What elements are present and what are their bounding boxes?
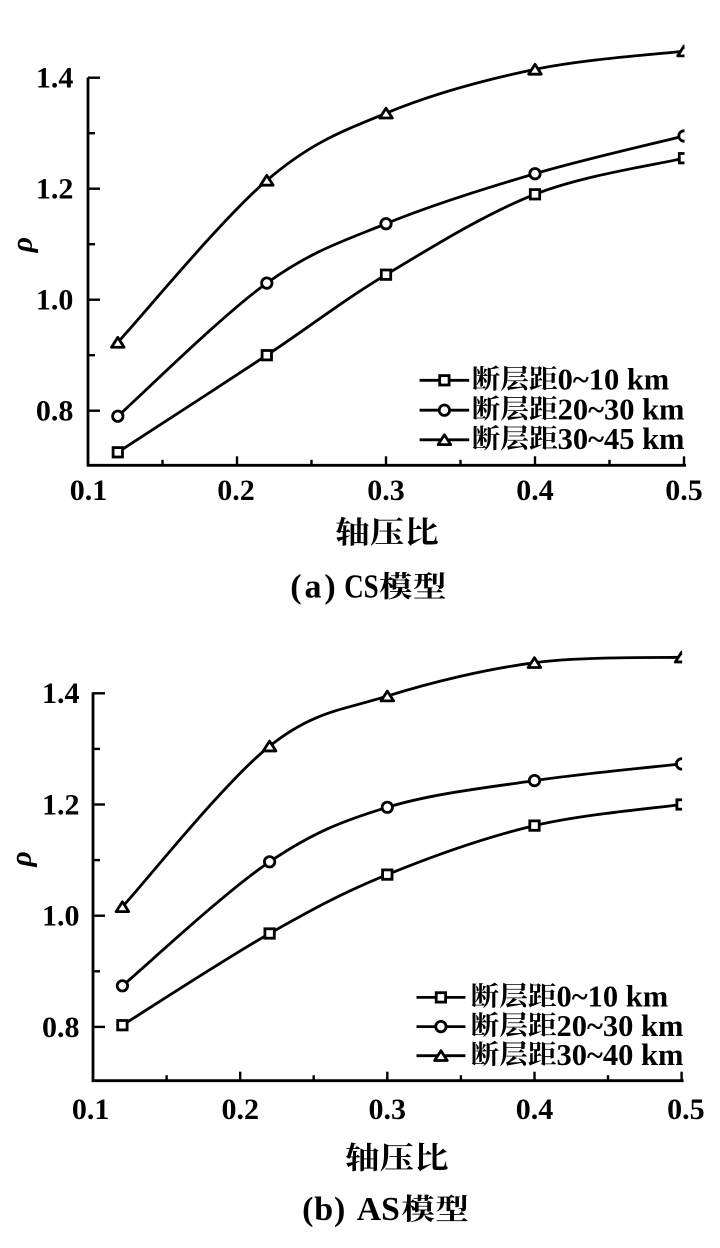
svg-text:1.2: 1.2 <box>42 788 80 821</box>
svg-text:0.4: 0.4 <box>516 474 554 507</box>
svg-text:0.5: 0.5 <box>665 474 703 507</box>
svg-text:0.1: 0.1 <box>70 474 108 507</box>
svg-text:0~10 km: 0~10 km <box>557 980 669 1014</box>
svg-text:1.0: 1.0 <box>42 900 80 933</box>
svg-text:30~45 km: 30~45 km <box>558 422 685 456</box>
svg-text:1.4: 1.4 <box>36 62 74 95</box>
svg-text:0~10 km: 0~10 km <box>558 363 670 397</box>
svg-text:ρ: ρ <box>5 237 38 253</box>
svg-text:1.0: 1.0 <box>36 284 74 317</box>
svg-text:(a): (a) <box>290 569 335 606</box>
svg-text:20~30 km: 20~30 km <box>558 393 685 427</box>
svg-text:0.3: 0.3 <box>367 474 405 507</box>
svg-text:0.1: 0.1 <box>72 1093 110 1126</box>
svg-text:CS: CS <box>344 569 378 606</box>
svg-text:(b): (b) <box>302 1191 345 1228</box>
svg-text:0.4: 0.4 <box>516 1093 554 1126</box>
svg-text:1.4: 1.4 <box>42 677 80 710</box>
svg-text:30~40 km: 30~40 km <box>557 1038 684 1072</box>
svg-text:0.8: 0.8 <box>36 395 74 428</box>
svg-text:0.5: 0.5 <box>667 1093 705 1126</box>
svg-text:0.2: 0.2 <box>221 1093 259 1126</box>
svg-text:ρ: ρ <box>5 851 38 867</box>
svg-text:AS: AS <box>357 1191 400 1228</box>
svg-text:1.2: 1.2 <box>36 173 74 206</box>
svg-text:0.3: 0.3 <box>369 1093 407 1126</box>
svg-text:0.8: 0.8 <box>42 1011 80 1044</box>
svg-text:20~30 km: 20~30 km <box>557 1009 684 1043</box>
svg-text:0.2: 0.2 <box>217 474 255 507</box>
